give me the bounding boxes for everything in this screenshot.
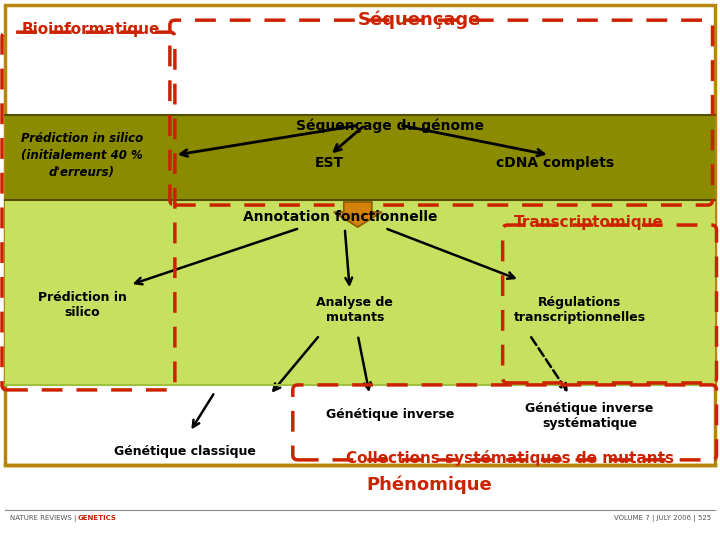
Text: Prédiction in
silico: Prédiction in silico: [37, 291, 127, 319]
Text: Séquençage du génome: Séquençage du génome: [296, 118, 484, 133]
FancyArrow shape: [334, 202, 382, 227]
Text: Phénomique: Phénomique: [366, 476, 492, 494]
Text: Bioinformatique: Bioinformatique: [22, 22, 161, 37]
Text: Séquençage: Séquençage: [358, 10, 482, 29]
Text: Prédiction in silico
(initialement 40 %
d'erreurs): Prédiction in silico (initialement 40 % …: [21, 132, 143, 179]
Bar: [5, 115, 714, 200]
Text: Génétique inverse: Génétique inverse: [325, 408, 454, 421]
Text: cDNA complets: cDNA complets: [495, 156, 613, 170]
Text: Génétique inverse
systématique: Génétique inverse systématique: [526, 402, 654, 430]
Text: NATURE REVIEWS |: NATURE REVIEWS |: [10, 515, 78, 522]
Text: Collections systématiques de mutants: Collections systématiques de mutants: [346, 450, 674, 466]
Text: GENETICS: GENETICS: [78, 515, 117, 521]
Text: VOLUME 7 | JULY 2006 | 525: VOLUME 7 | JULY 2006 | 525: [614, 515, 711, 522]
Text: Annotation fonctionnelle: Annotation fonctionnelle: [243, 210, 437, 224]
Text: Régulations
transcriptionnelles: Régulations transcriptionnelles: [513, 296, 646, 324]
Bar: [5, 200, 714, 385]
Text: Analyse de
mutants: Analyse de mutants: [316, 296, 393, 324]
Bar: [5, 5, 714, 465]
Text: EST: EST: [315, 156, 344, 170]
Text: Génétique classique: Génétique classique: [114, 445, 256, 458]
Text: Transcriptomique: Transcriptomique: [513, 215, 664, 230]
